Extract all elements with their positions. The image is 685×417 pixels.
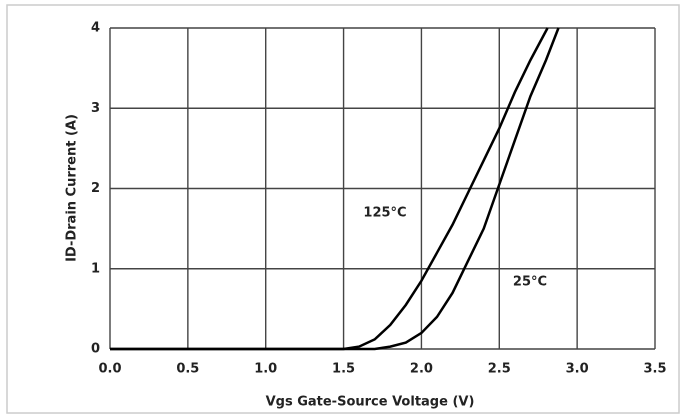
x-tick-label: 3.5 xyxy=(643,362,666,377)
curve xyxy=(110,27,549,351)
x-tick-label: 2.0 xyxy=(410,362,433,377)
series-label: 125°C xyxy=(363,206,406,221)
x-axis-label: Vgs Gate-Source Voltage (V) xyxy=(266,395,475,410)
x-tick-label: 2.5 xyxy=(488,362,511,377)
y-tick-label: 2 xyxy=(91,181,100,196)
x-tick-label: 0.5 xyxy=(176,362,199,377)
x-tick-label: 3.0 xyxy=(566,362,589,377)
curve xyxy=(110,27,560,351)
x-tick-label: 1.0 xyxy=(254,362,277,377)
y-axis-label: ID-Drain Current (A) xyxy=(65,114,80,262)
y-tick-label: 0 xyxy=(91,342,100,357)
frame xyxy=(6,4,680,414)
x-tick-label: 0.0 xyxy=(98,362,121,377)
y-tick-label: 1 xyxy=(91,261,100,276)
y-tick-label: 4 xyxy=(91,21,100,36)
x-tick-label: 1.5 xyxy=(332,362,355,377)
series-label: 25°C xyxy=(513,275,547,290)
y-tick-label: 3 xyxy=(91,101,100,116)
